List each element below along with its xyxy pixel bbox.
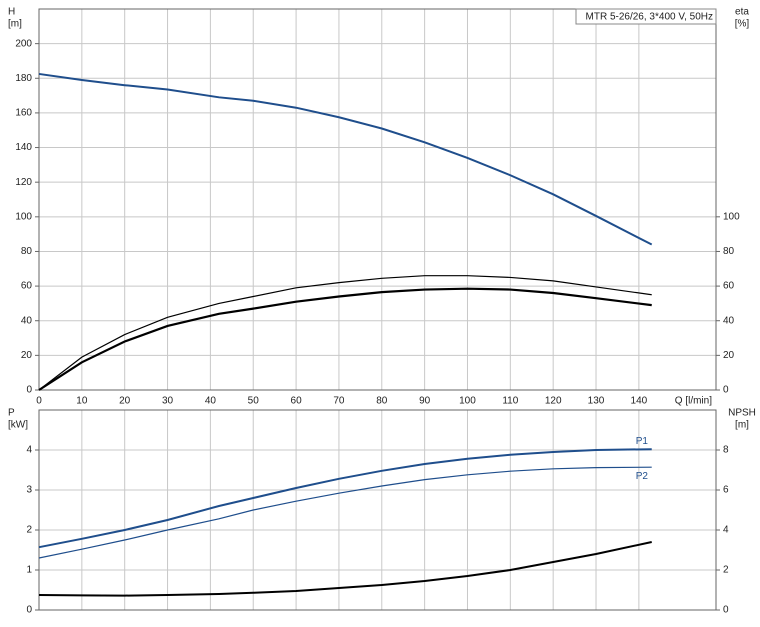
series-line [38, 72, 653, 246]
x-tick-label: 140 [631, 396, 648, 407]
series-line [38, 275, 652, 391]
x-tick-label: 70 [333, 396, 345, 407]
y2-axis-label: NPSH [728, 408, 756, 419]
y-tick-label: 60 [21, 281, 33, 292]
x-tick-label: 130 [588, 396, 605, 407]
y-tick-label: 120 [15, 177, 32, 188]
y2-tick-label: 8 [723, 445, 729, 456]
y2-tick-label: 0 [723, 605, 729, 616]
y-tick-label: 160 [15, 108, 32, 119]
y2-tick-label: 100 [723, 211, 740, 222]
y-tick-label: 140 [15, 142, 32, 153]
series-line [38, 541, 652, 597]
x-tick-label: 100 [459, 396, 476, 407]
series-line [38, 287, 652, 391]
y-tick-label: 40 [21, 315, 33, 326]
y-tick-label: 4 [26, 445, 32, 456]
x-tick-label: 30 [162, 396, 174, 407]
y-tick-label: 80 [21, 246, 33, 257]
y-axis-label: [m] [8, 19, 22, 30]
y2-axis-label: eta [735, 7, 749, 18]
series-line [38, 466, 652, 559]
x-tick-label: 0 [36, 396, 42, 407]
x-tick-label: 110 [502, 396, 518, 407]
y-axis-label: [kW] [8, 420, 28, 431]
legend-box [575, 8, 717, 25]
plot-frame [38, 409, 717, 611]
y-tick-label: 200 [15, 38, 32, 49]
y-tick-label: 100 [15, 211, 32, 222]
series-line [38, 448, 652, 549]
x-tick-label: 120 [545, 396, 562, 407]
y2-tick-label: 0 [723, 385, 729, 396]
y2-tick-label: 6 [723, 485, 729, 496]
y2-tick-label: 20 [723, 350, 735, 361]
x-tick-label: 40 [205, 396, 217, 407]
y2-tick-label: 2 [723, 565, 729, 576]
y-tick-label: 0 [26, 605, 32, 616]
y2-tick-label: 80 [723, 246, 735, 257]
y-axis-label: P [8, 408, 15, 419]
x-tick-label: 80 [376, 396, 388, 407]
legend-text: MTR 5-26/26, 3*400 V, 50Hz [586, 12, 713, 23]
x-tick-label: 50 [248, 396, 260, 407]
y-tick-label: 1 [26, 565, 32, 576]
x-tick-label: 60 [291, 396, 303, 407]
y-tick-label: 20 [21, 350, 33, 361]
series-label: P1 [636, 436, 649, 447]
y2-axis-label: [m] [735, 420, 749, 431]
x-tick-label: 20 [119, 396, 131, 407]
series-label: P2 [636, 471, 649, 482]
plot-frame [38, 8, 717, 391]
y2-tick-label: 40 [723, 315, 735, 326]
x-tick-label: 90 [419, 396, 431, 407]
x-tick-label: 10 [76, 396, 88, 407]
y-tick-label: 0 [26, 385, 32, 396]
x-axis-label: Q [l/min] [675, 396, 712, 407]
y2-tick-label: 60 [723, 281, 735, 292]
y-tick-label: 2 [26, 525, 32, 536]
y-axis-label: H [8, 7, 15, 18]
y2-axis-label: [%] [735, 19, 750, 30]
y-tick-label: 3 [26, 485, 32, 496]
y-tick-label: 180 [15, 73, 32, 84]
y2-tick-label: 4 [723, 525, 729, 536]
